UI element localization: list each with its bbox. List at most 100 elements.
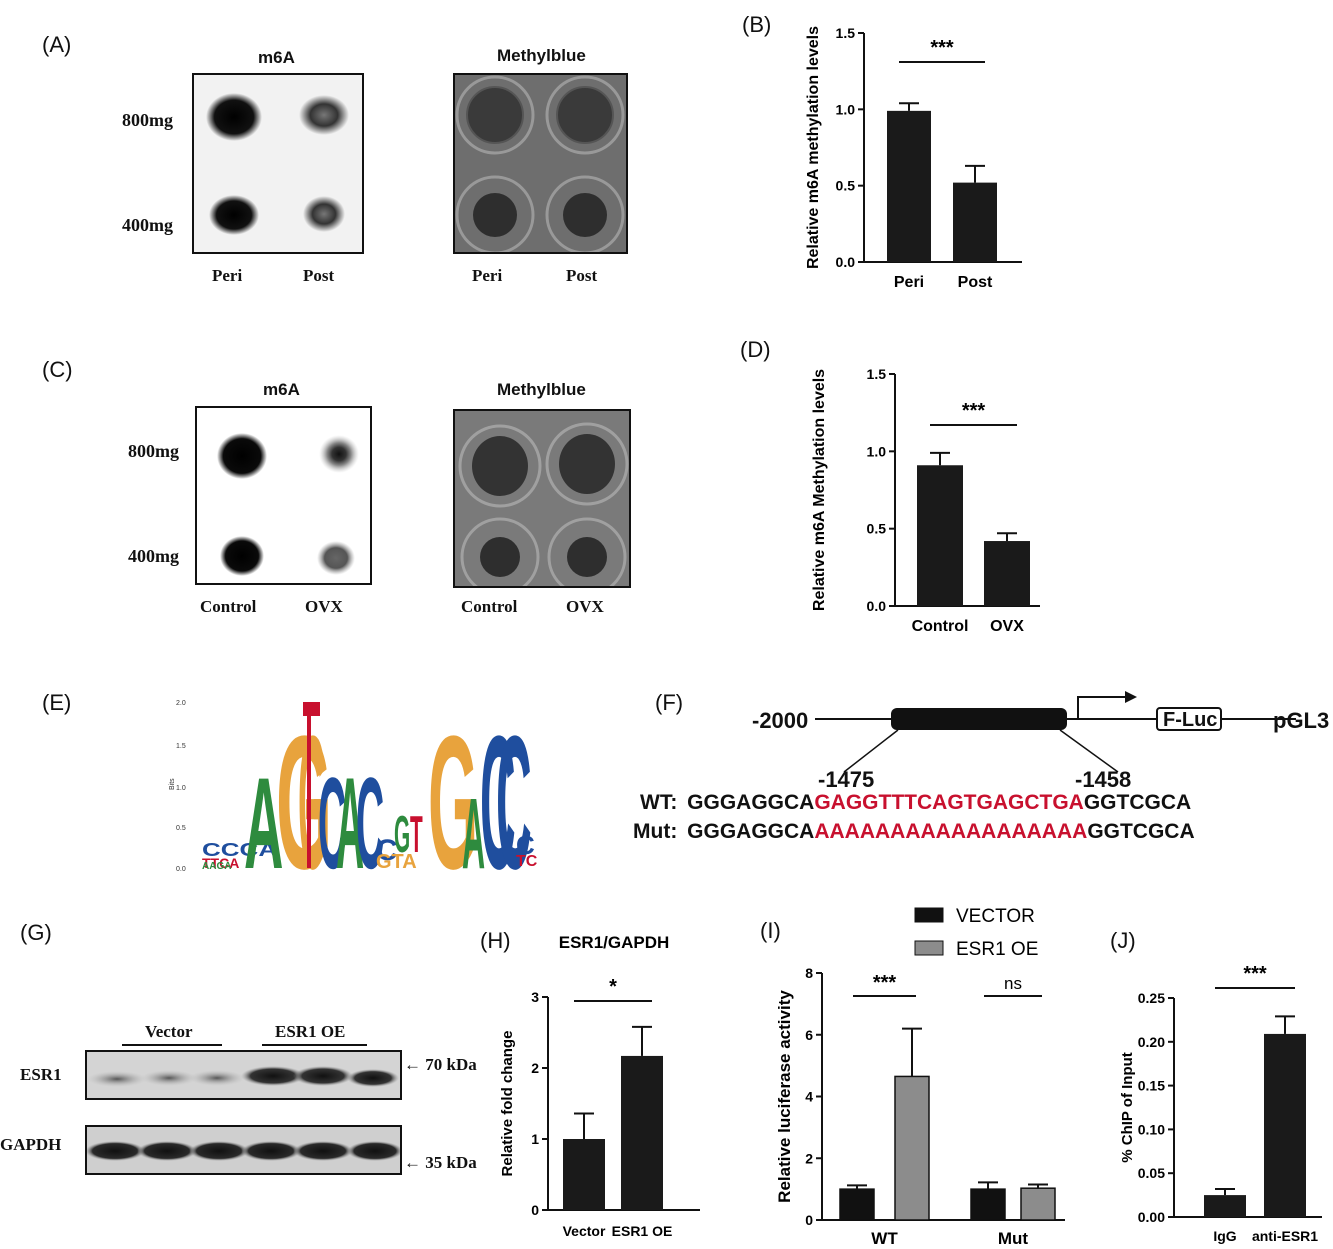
y-axis-label: Relative m6A methylation levels xyxy=(805,26,822,269)
promoter-construct-diagram xyxy=(815,691,1296,773)
svg-text:C: C xyxy=(496,697,532,880)
y-tick-label: 3 xyxy=(531,989,539,1005)
significance-marker: *** xyxy=(873,972,897,994)
methylblue-blot-title-c: Methylblue xyxy=(497,380,586,399)
bar-ovx xyxy=(984,541,1030,606)
pgl3-label: pGL3 xyxy=(1273,708,1330,733)
svg-text:C: C xyxy=(318,752,346,880)
panel-label-i: (I) xyxy=(760,918,781,943)
svg-text:1.0: 1.0 xyxy=(176,785,186,792)
svg-text:A: A xyxy=(462,778,485,880)
m6a-dot-blot xyxy=(192,73,364,254)
methylblue-dots xyxy=(455,75,625,255)
m6a-blot-title: m6A xyxy=(258,48,295,67)
panel-label-d: (D) xyxy=(740,337,771,362)
vector-group-line xyxy=(122,1044,222,1046)
y-tick-label: 2 xyxy=(805,1150,813,1166)
x-tick-label: Vector xyxy=(563,1223,606,1239)
row-label-400mg: 400mg xyxy=(122,215,173,235)
chart-i: 0 2 4 6 8 Relative luciferase activity WT *** Mu… xyxy=(775,906,1065,1248)
bar-mut-esr1-oe xyxy=(1020,1187,1056,1221)
site-end-position: -1458 xyxy=(1075,767,1132,792)
svg-text:1.5: 1.5 xyxy=(176,743,186,750)
arrow-left-icon: ← xyxy=(404,1055,421,1074)
y-tick-label: 2 xyxy=(531,1060,539,1076)
sequence-logo: 2.0 1.5 1.0 0.5 0.0 Bits CCCA TTCA AAGA … xyxy=(169,697,538,880)
svg-text:G: G xyxy=(428,698,478,880)
wt-suffix: GGTCGCA xyxy=(1083,791,1192,814)
m6a-dots xyxy=(206,93,349,235)
panel-label-a: (A) xyxy=(42,32,72,57)
svg-text:C: C xyxy=(376,834,398,867)
m6a-dot-blot-c xyxy=(195,406,372,585)
y-tick-label: 0.05 xyxy=(1138,1165,1165,1181)
bar-post xyxy=(953,182,997,262)
col-label-control: Control xyxy=(200,597,257,616)
svg-text:A: A xyxy=(244,752,283,880)
y-tick-label: 0.20 xyxy=(1138,1034,1165,1050)
gapdh-western-blot xyxy=(85,1125,403,1175)
y-tick-label: 4 xyxy=(805,1089,813,1105)
f-luc-label: F-Luc xyxy=(1163,709,1218,731)
wt-label: WT: xyxy=(640,791,678,814)
x-tick-label: Peri xyxy=(894,274,924,291)
col-label-peri: Peri xyxy=(212,266,243,285)
col-label-post-mb: Post xyxy=(566,266,598,285)
y-tick-label: 1 xyxy=(531,1131,539,1147)
methylblue-dots-c xyxy=(458,422,629,597)
bar-igg xyxy=(1204,1195,1246,1217)
svg-text:CCCA: CCCA xyxy=(202,840,277,860)
y-axis-label: % ChIP of Input xyxy=(1119,1052,1136,1163)
mut-prefix: GGGAGGCA xyxy=(687,820,815,843)
chart-title: ESR1/GAPDH xyxy=(559,933,670,952)
svg-text:AAGA: AAGA xyxy=(202,861,231,872)
y-tick-label: 0.00 xyxy=(1138,1209,1165,1225)
row-label-800mg: 800mg xyxy=(122,110,173,130)
legend-label: ESR1 OE xyxy=(956,939,1038,960)
panel-label-g: (G) xyxy=(20,920,52,945)
y-axis-label: Relative luciferase activity xyxy=(775,990,794,1203)
y-axis-label: Relative m6A Methylation levels xyxy=(811,369,828,611)
size-marker-70kda: ← 70 kDa xyxy=(404,1055,477,1074)
panel-label-h: (H) xyxy=(480,928,511,953)
methylblue-dot-blot xyxy=(453,73,628,255)
panel-label-c: (C) xyxy=(42,357,73,382)
bar-control xyxy=(917,465,963,606)
col-label-ovx-mb: OVX xyxy=(566,597,604,616)
methylblue-dot-blot-c xyxy=(453,409,631,597)
position-minus-2000: -2000 xyxy=(752,708,809,733)
panel-label-e: (E) xyxy=(42,690,72,715)
svg-text:G: G xyxy=(276,697,332,880)
x-tick-label: Control xyxy=(912,618,969,635)
mut-suffix: GGTCGCA xyxy=(1087,820,1195,843)
row-label-400mg-c: 400mg xyxy=(128,546,179,566)
row-label-800mg-c: 800mg xyxy=(128,441,179,461)
bar-wt-esr1-oe xyxy=(894,1075,930,1221)
svg-text:TC: TC xyxy=(516,853,538,870)
mut-sequence-row: Mut: GGGAGGCAAAAAAAAAAAAAAAAAAAGGTCGCA xyxy=(633,820,1195,844)
legend-swatch-esr1-oe xyxy=(914,940,944,956)
svg-text:G: G xyxy=(298,697,328,880)
y-tick-label: 0.15 xyxy=(1138,1078,1165,1094)
mut-label: Mut: xyxy=(633,820,678,843)
row-label-esr1: ESR1 xyxy=(20,1065,62,1084)
methylblue-blot-title: Methylblue xyxy=(497,46,586,65)
row-label-gapdh: GAPDH xyxy=(0,1135,62,1154)
svg-text:2.0: 2.0 xyxy=(176,700,186,707)
col-label-control-mb: Control xyxy=(461,597,518,616)
svg-text:T: T xyxy=(410,806,423,864)
esr1-bands xyxy=(87,1066,399,1087)
legend-label: VECTOR xyxy=(956,906,1035,927)
logo-letters: CCCA TTCA AAGA A G G C A C C GTA G T G A… xyxy=(202,697,538,880)
y-tick-label: 1.5 xyxy=(867,366,887,382)
panel-label-f: (F) xyxy=(655,690,684,715)
y-tick-label: 1.5 xyxy=(836,25,856,41)
significance-marker: *** xyxy=(930,37,954,59)
x-tick-label: ESR1 OE xyxy=(612,1223,673,1239)
significance-marker: ns xyxy=(1004,974,1022,993)
y-tick-label: 6 xyxy=(805,1027,813,1043)
m6a-blot-title-c: m6A xyxy=(263,380,300,399)
site-start-position: -1475 xyxy=(818,767,875,792)
esr1-western-blot xyxy=(85,1050,402,1100)
bar-mut-vector xyxy=(970,1188,1006,1221)
